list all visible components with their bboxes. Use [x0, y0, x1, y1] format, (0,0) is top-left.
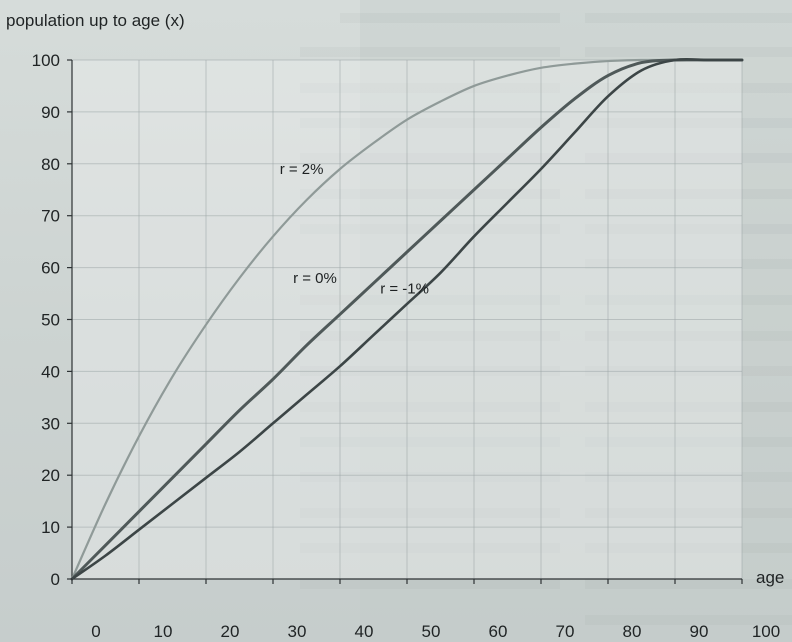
- y-tick-label: 40: [41, 362, 60, 381]
- x-tick-label: 30: [288, 622, 307, 641]
- x-tick-label: 60: [489, 622, 508, 641]
- series-line-3: [70, 57, 744, 581]
- y-tick-label: 80: [41, 155, 60, 174]
- y-tick-label: 60: [41, 259, 60, 278]
- y-tick-label: 0: [51, 570, 60, 589]
- x-tick-label: 70: [556, 622, 575, 641]
- curve-label-1: r = 2%: [280, 161, 324, 178]
- grid-layer: [72, 59, 743, 579]
- y-tick-label: 30: [41, 414, 60, 433]
- y-tick-label: 10: [41, 518, 60, 537]
- curve-label-2: r = 0%: [293, 270, 337, 287]
- series-layer: [70, 57, 744, 581]
- x-tick-label: 40: [355, 622, 374, 641]
- y-tick-label: 100: [32, 51, 60, 70]
- y-tick-label: 50: [41, 311, 60, 330]
- x-tick-label: 80: [623, 622, 642, 641]
- x-tick-label: 0: [91, 622, 100, 641]
- x-tick-label: 20: [221, 622, 240, 641]
- series-line-1: [70, 58, 744, 581]
- y-tick-label: 90: [41, 103, 60, 122]
- x-tick-label: 100: [752, 622, 780, 641]
- x-tick-label: 50: [422, 622, 441, 641]
- tick-labels-layer: 0 10 20 30 40 50 60 70 80 90 100 0 10 20 30 40 50 60 70 80 9…: [32, 51, 781, 641]
- curve-label-3: r = -1%: [380, 281, 429, 298]
- y-axis-title: population up to age (x): [6, 11, 185, 30]
- annotation-layer: r = 2% r = 0% r = -1%: [280, 161, 429, 297]
- x-tick-label: 10: [154, 622, 173, 641]
- x-tick-label: 90: [690, 622, 709, 641]
- y-tick-label: 20: [41, 466, 60, 485]
- x-axis-title: age: [756, 568, 784, 587]
- y-tick-label: 70: [41, 207, 60, 226]
- series-line-2: [70, 58, 744, 581]
